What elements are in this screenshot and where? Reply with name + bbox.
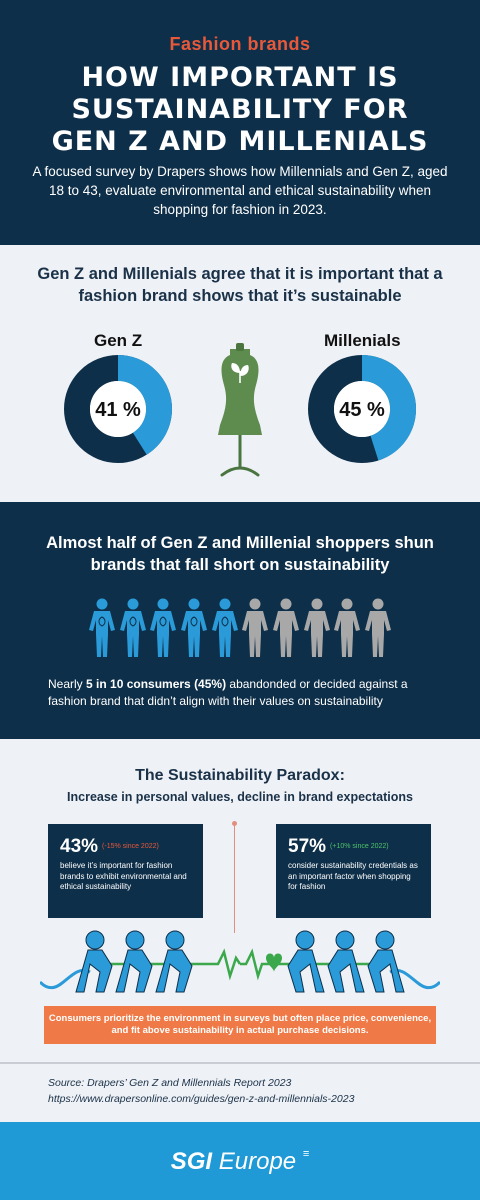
tug-of-war-icon	[40, 930, 440, 993]
source-divider	[0, 1062, 480, 1064]
stat-right-change: (+10% since 2022)	[330, 843, 389, 850]
title-line-2: SUSTAINABILITY FOR	[71, 94, 409, 125]
header: Fashion brands HOW IMPORTANT IS SUSTAINA…	[0, 0, 480, 245]
paradox-title: The Sustainability Paradox:	[135, 767, 345, 784]
millenials-donut: 45 %	[308, 355, 416, 463]
millenials-donut-arc	[308, 355, 416, 463]
logo-light-text: Europe	[218, 1148, 297, 1175]
person-icon	[119, 598, 146, 657]
genz-donut-arc	[64, 355, 172, 463]
paradox-section: The Sustainability Paradox: Increase in …	[0, 739, 480, 1063]
mannequin-icon	[218, 343, 262, 477]
stat-left-description: believe it’s important for fashion brand…	[60, 861, 187, 891]
stat-left-value: 43%	[60, 836, 99, 857]
shun-text: Nearly 5 in 10 consumers (45%) abandonde…	[48, 676, 448, 710]
millenials-value: 45 %	[339, 399, 385, 421]
paradox-banner: Consumers prioritize the environment in …	[44, 1006, 436, 1044]
person-icon	[150, 598, 177, 657]
genz-donut: 41 %	[64, 355, 172, 463]
center-divider-dot	[232, 821, 237, 826]
importance-section: Gen Z and Millenials agree that it is im…	[0, 245, 480, 502]
shun-text-suffix: abandonded or decided against a fashion …	[48, 677, 408, 708]
genz-donut-center	[90, 381, 146, 437]
person-icon	[242, 598, 269, 657]
source-block: Source: Drapers’ Gen Z and Millennials R…	[0, 1064, 480, 1122]
title-line-1: HOW IMPORTANT IS	[81, 62, 399, 93]
title-line-3: GEN Z AND MILLENIALS	[51, 126, 429, 157]
center-divider	[234, 823, 235, 933]
page-title: HOW IMPORTANT IS SUSTAINABILITY FOR GEN …	[0, 62, 480, 158]
stat-right-description: consider sustainability credentials as a…	[288, 861, 418, 891]
stat-box-right: 57% (+10% since 2022) consider sustainabi…	[276, 824, 431, 918]
stat-box-left: 43% (-15% since 2022) believe it’s import…	[48, 824, 203, 918]
leaf-icon	[231, 363, 249, 383]
source-citation: Source: Drapers’ Gen Z and Millennials R…	[48, 1077, 292, 1089]
people-row	[88, 598, 392, 658]
shun-section: Almost half of Gen Z and Millenial shopp…	[0, 502, 480, 739]
person-icon	[334, 598, 361, 657]
eyebrow-label: Fashion brands	[169, 34, 311, 54]
genz-label: Gen Z	[94, 331, 143, 350]
shun-heading: Almost half of Gen Z and Millenial shopp…	[46, 534, 434, 574]
person-icon	[89, 598, 115, 657]
heart-icon	[266, 953, 282, 972]
logo-bold-text: SGI	[170, 1148, 213, 1175]
person-icon	[364, 598, 391, 657]
intro-text: A focused survey by Drapers shows how Mi…	[32, 164, 448, 217]
footer: SGI Europe ≡	[0, 1122, 480, 1200]
sgi-europe-logo[interactable]: SGI Europe ≡	[0, 1148, 480, 1176]
stat-left-change: (-15% since 2022)	[102, 843, 159, 850]
shun-text-prefix: Nearly	[48, 677, 87, 691]
paradox-subtitle: Increase in personal values, decline in …	[67, 790, 413, 804]
source-url[interactable]: https://www.drapersonline.com/guides/gen…	[48, 1093, 355, 1105]
millenials-donut-center	[334, 381, 390, 437]
person-icon	[211, 598, 238, 657]
shun-text-bold: 5 in 10 consumers (45%)	[86, 677, 227, 691]
stat-right-value: 57%	[288, 836, 327, 857]
importance-heading: Gen Z and Millenials agree that it is im…	[37, 265, 443, 305]
person-icon	[180, 598, 207, 657]
person-icon	[303, 598, 330, 657]
person-icon	[272, 598, 299, 657]
genz-value: 41 %	[95, 399, 141, 421]
millenials-label: Millenials	[324, 331, 401, 350]
logo-mark-icon: ≡	[302, 1148, 310, 1160]
